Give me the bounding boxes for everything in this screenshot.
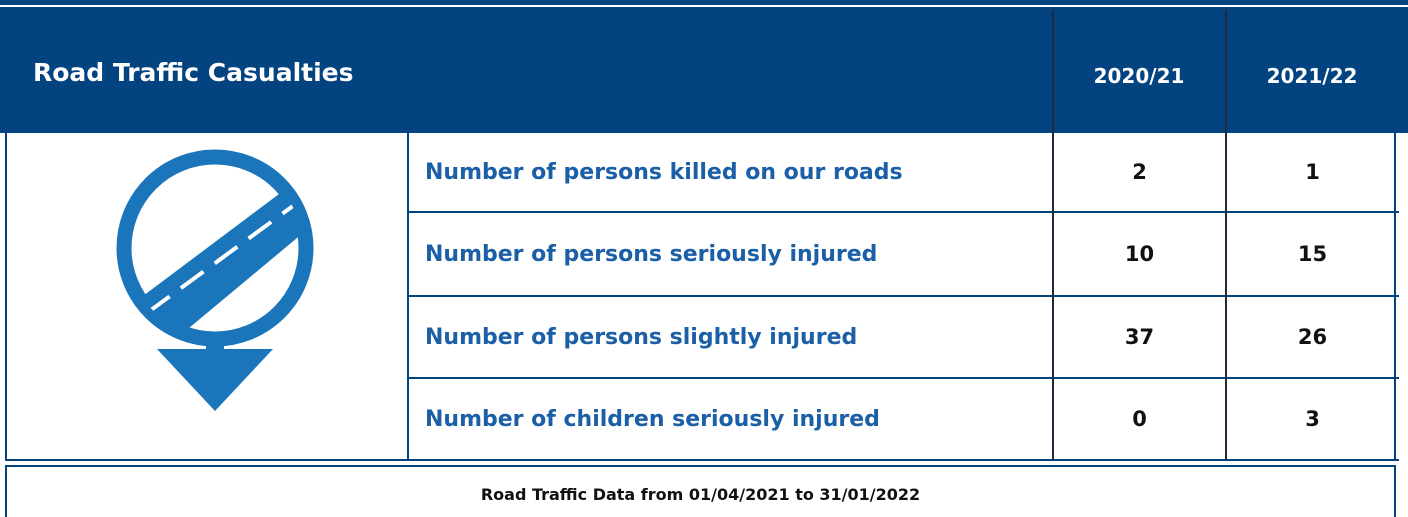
- road-icon: [116, 149, 314, 411]
- column-divider: [1052, 10, 1054, 461]
- column-header: 2021/22: [1266, 64, 1358, 88]
- row-label: Number of persons killed on our roads: [408, 133, 1053, 213]
- value-cell: 26: [1226, 297, 1399, 379]
- column-divider: [1225, 10, 1227, 461]
- footer-note: Road Traffic Data from 01/04/2021 to 31/…: [5, 465, 1396, 517]
- value-cell: 3: [1226, 379, 1399, 461]
- column-header: 2020/21: [1093, 64, 1185, 88]
- icon-cell: [5, 133, 409, 461]
- road: [127, 173, 303, 336]
- arrow-stem: [206, 339, 224, 351]
- header-band: [0, 0, 1408, 133]
- value-cell: 2: [1053, 133, 1226, 213]
- row-label: Number of children seriously injured: [408, 379, 1053, 461]
- value-cell: 15: [1226, 213, 1399, 297]
- arrow-head: [157, 349, 273, 411]
- value-cell: 37: [1053, 297, 1226, 379]
- value-cell: 1: [1226, 133, 1399, 213]
- table-title: Road Traffic Casualties: [33, 58, 354, 87]
- row-label: Number of persons slightly injured: [408, 297, 1053, 379]
- road-markings: [145, 201, 299, 315]
- table-border: [1394, 133, 1396, 461]
- row-label: Number of persons seriously injured: [408, 213, 1053, 297]
- header-rule: [0, 5, 1408, 7]
- value-cell: 10: [1053, 213, 1226, 297]
- value-cell: 0: [1053, 379, 1226, 461]
